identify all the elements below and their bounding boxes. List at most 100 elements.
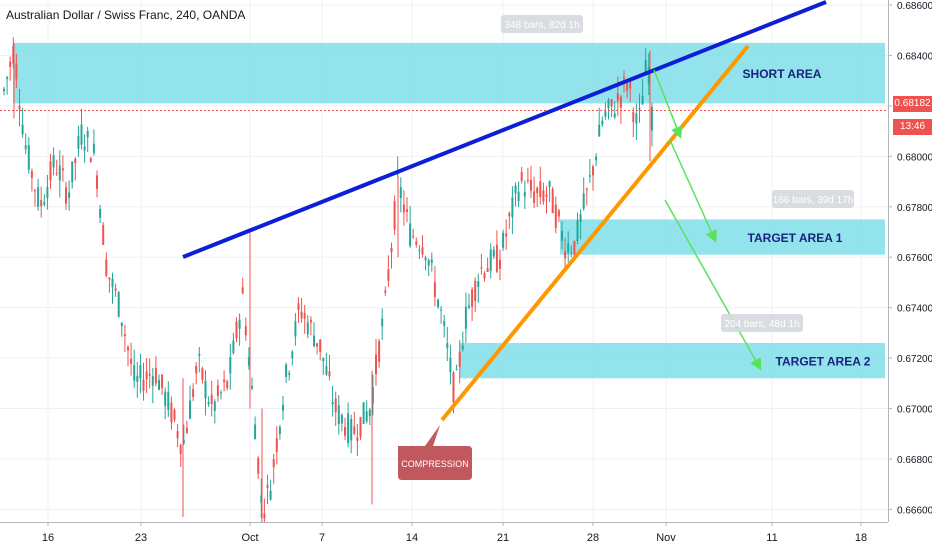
- candle-body: [381, 318, 384, 327]
- candle-body: [486, 268, 489, 272]
- candle-body: [384, 290, 387, 293]
- time-axis[interactable]: [0, 522, 888, 551]
- candle-body: [176, 431, 179, 439]
- candle-body: [272, 459, 275, 468]
- candle-body: [359, 417, 362, 437]
- candle-body: [613, 113, 616, 118]
- candle-body: [362, 402, 365, 424]
- zone-label: SHORT AREA: [743, 67, 822, 81]
- candle-body: [309, 319, 312, 323]
- candle-body: [433, 282, 436, 297]
- candle-body: [526, 179, 529, 182]
- candle-body: [55, 172, 58, 174]
- candle-body: [585, 188, 588, 190]
- candle-body: [564, 251, 567, 259]
- candle-body: [257, 457, 260, 474]
- candle-body: [52, 155, 55, 168]
- candle-body: [300, 311, 303, 319]
- candle-body: [145, 371, 148, 380]
- candle-body: [495, 244, 498, 272]
- projection-arrow: [653, 69, 683, 139]
- candle-body: [412, 235, 415, 237]
- y-tick-label: 0.67400: [897, 304, 932, 315]
- candle-body: [86, 131, 89, 138]
- candle-body: [89, 158, 92, 163]
- price-axis[interactable]: [888, 0, 932, 522]
- candle-body: [83, 146, 86, 151]
- candle-body: [499, 259, 501, 269]
- measure-box: [501, 15, 583, 33]
- candle-body: [154, 368, 157, 384]
- x-tick-label: 23: [135, 532, 147, 544]
- candle-body: [111, 278, 114, 288]
- candle-body: [21, 124, 24, 135]
- candle-body: [18, 105, 21, 110]
- candle-body: [551, 188, 554, 214]
- candle-body: [623, 77, 625, 79]
- candle-body: [356, 437, 359, 441]
- candle-body: [427, 259, 430, 266]
- candle-body: [303, 313, 306, 319]
- candle-body: [102, 225, 105, 245]
- candle-body: [477, 281, 480, 288]
- y-tick-label: 0.67600: [897, 253, 932, 264]
- candle-body: [533, 191, 536, 204]
- candle-body: [592, 166, 594, 176]
- candle-body: [201, 368, 204, 381]
- zone-label: TARGET AREA 1: [748, 231, 843, 245]
- candle-body: [61, 168, 64, 171]
- candle-body: [576, 220, 579, 242]
- measure-box: [772, 190, 854, 208]
- y-tick-label: 0.66600: [897, 505, 932, 516]
- current-price-label: 0.68182: [893, 96, 932, 112]
- candle-body: [334, 398, 337, 413]
- candle-body: [641, 96, 644, 105]
- y-tick-label: 0.67000: [897, 405, 932, 416]
- candle-body: [437, 299, 439, 307]
- candle-body: [238, 319, 241, 329]
- candle-body: [43, 202, 46, 205]
- candle-body: [505, 233, 508, 237]
- candle-body: [244, 326, 247, 336]
- candle-body: [6, 77, 9, 80]
- candle-body: [158, 379, 160, 390]
- candle-body: [502, 232, 505, 248]
- measure-label: 166 bars, 39d 17h: [773, 195, 854, 206]
- candle-body: [588, 175, 591, 177]
- candle-body: [337, 405, 340, 425]
- candle-body: [464, 306, 467, 329]
- x-tick-label: 7: [319, 532, 325, 544]
- candle-body: [15, 63, 18, 80]
- candle-body: [443, 321, 446, 326]
- candle-body: [461, 345, 464, 350]
- candle-body: [288, 372, 291, 375]
- projection-arrow: [664, 199, 762, 371]
- candle-body: [275, 438, 278, 452]
- candle-body: [455, 369, 458, 371]
- candle-body: [616, 93, 619, 101]
- candle-body: [393, 200, 396, 230]
- candle-body: [548, 181, 551, 188]
- candle-body: [207, 401, 210, 405]
- candles: [3, 37, 653, 536]
- candle-body: [260, 495, 263, 503]
- candle-body: [297, 303, 300, 311]
- candle-body: [151, 376, 154, 386]
- trend-lines: [0, 0, 888, 422]
- candle-body: [387, 269, 390, 281]
- candle-body: [189, 400, 191, 419]
- candle-body: [647, 66, 650, 84]
- candle-body: [598, 124, 601, 137]
- candle-body: [523, 191, 526, 197]
- candle-body: [446, 342, 449, 349]
- candle-body: [365, 411, 368, 422]
- candle-body: [471, 289, 474, 307]
- candle-body: [325, 366, 328, 375]
- candle-body: [216, 385, 219, 396]
- candle-body: [213, 401, 216, 411]
- resistance-line: [182, 0, 827, 259]
- candle-body: [92, 144, 95, 154]
- candle-body: [226, 381, 229, 389]
- candle-body: [489, 249, 492, 272]
